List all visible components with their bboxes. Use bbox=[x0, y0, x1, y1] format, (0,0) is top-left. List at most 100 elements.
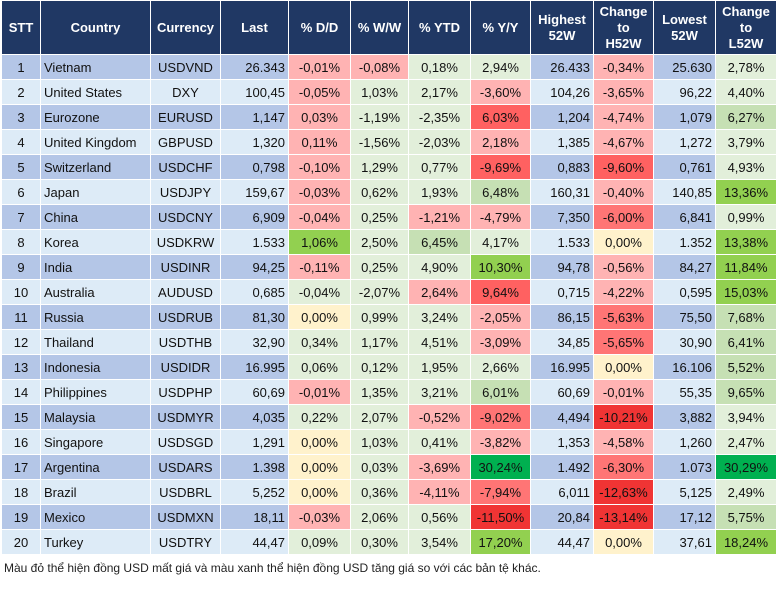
dd-cell: -0,03% bbox=[288, 179, 351, 205]
ytd-cell: 6,45% bbox=[408, 229, 471, 255]
last-cell: 1.398 bbox=[220, 454, 289, 480]
change-h52w-cell: -4,67% bbox=[593, 129, 654, 155]
change-h52w-cell: -0,40% bbox=[593, 179, 654, 205]
highest-52w-cell: 1,353 bbox=[530, 429, 594, 455]
highest-52w-cell: 60,69 bbox=[530, 379, 594, 405]
yy-cell: 6,48% bbox=[470, 179, 531, 205]
last-cell: 159,67 bbox=[220, 179, 289, 205]
stt-cell: 11 bbox=[1, 304, 41, 330]
change-h52w-cell: -4,74% bbox=[593, 104, 654, 130]
highest-52w-cell: 20,84 bbox=[530, 504, 594, 530]
lowest-52w-cell: 1,260 bbox=[653, 429, 716, 455]
highest-52w-cell: 16.995 bbox=[530, 354, 594, 380]
change-h52w-cell: -5,65% bbox=[593, 329, 654, 355]
country-cell: Korea bbox=[40, 229, 151, 255]
country-cell: India bbox=[40, 254, 151, 280]
ww-cell: -0,08% bbox=[350, 54, 409, 80]
ytd-cell: 4,90% bbox=[408, 254, 471, 280]
yy-cell: 30,24% bbox=[470, 454, 531, 480]
table-row: 10 Australia AUDUSD 0,685 -0,04% -2,07% 2,64% 9… bbox=[1, 279, 777, 305]
ytd-cell: -0,52% bbox=[408, 404, 471, 430]
table-row: 13 Indonesia USDIDR 16.995 0,06% 0,12% 1,95% 2,… bbox=[1, 354, 777, 380]
yy-cell: -3,09% bbox=[470, 329, 531, 355]
last-cell: 4,035 bbox=[220, 404, 289, 430]
lowest-52w-cell: 30,90 bbox=[653, 329, 716, 355]
currency-cell: EURUSD bbox=[150, 104, 221, 130]
currency-table: STT Country Currency Last % D/D % W/W % … bbox=[1, 0, 777, 555]
stt-cell: 6 bbox=[1, 179, 41, 205]
last-cell: 1,147 bbox=[220, 104, 289, 130]
last-cell: 16.995 bbox=[220, 354, 289, 380]
stt-cell: 19 bbox=[1, 504, 41, 530]
dd-cell: 0,22% bbox=[288, 404, 351, 430]
stt-cell: 20 bbox=[1, 529, 41, 555]
yy-cell: -3,60% bbox=[470, 79, 531, 105]
header-currency: Currency bbox=[150, 0, 221, 55]
ww-cell: 0,62% bbox=[350, 179, 409, 205]
stt-cell: 12 bbox=[1, 329, 41, 355]
table-row: 8 Korea USDKRW 1.533 1,06% 2,50% 6,45% 4,17% 1.5… bbox=[1, 229, 777, 255]
yy-cell: -3,82% bbox=[470, 429, 531, 455]
header-last: Last bbox=[220, 0, 289, 55]
change-h52w-cell: -10,21% bbox=[593, 404, 654, 430]
change-h52w-cell: -4,58% bbox=[593, 429, 654, 455]
highest-52w-cell: 7,350 bbox=[530, 204, 594, 230]
ytd-cell: -2,35% bbox=[408, 104, 471, 130]
change-l52w-cell: 13,38% bbox=[715, 229, 777, 255]
change-l52w-cell: 18,24% bbox=[715, 529, 777, 555]
ytd-cell: -1,21% bbox=[408, 204, 471, 230]
last-cell: 26.343 bbox=[220, 54, 289, 80]
stt-cell: 7 bbox=[1, 204, 41, 230]
header-change-h52w: Change to H52W bbox=[593, 0, 654, 55]
ww-cell: -2,07% bbox=[350, 279, 409, 305]
ytd-cell: -4,11% bbox=[408, 479, 471, 505]
country-cell: Russia bbox=[40, 304, 151, 330]
stt-cell: 2 bbox=[1, 79, 41, 105]
change-h52w-cell: -4,22% bbox=[593, 279, 654, 305]
country-cell: Australia bbox=[40, 279, 151, 305]
country-cell: Brazil bbox=[40, 479, 151, 505]
stt-cell: 9 bbox=[1, 254, 41, 280]
table-row: 4 United Kingdom GBPUSD 1,320 0,11% -1,56% -2,… bbox=[1, 129, 777, 155]
stt-cell: 4 bbox=[1, 129, 41, 155]
yy-cell: -2,05% bbox=[470, 304, 531, 330]
dd-cell: -0,04% bbox=[288, 279, 351, 305]
table-row: 18 Brazil USDBRL 5,252 0,00% 0,36% -4,11% -7,94… bbox=[1, 479, 777, 505]
currency-cell: USDARS bbox=[150, 454, 221, 480]
currency-cell: USDMYR bbox=[150, 404, 221, 430]
dd-cell: -0,11% bbox=[288, 254, 351, 280]
yy-cell: 6,03% bbox=[470, 104, 531, 130]
change-l52w-cell: 2,47% bbox=[715, 429, 777, 455]
dd-cell: 0,34% bbox=[288, 329, 351, 355]
table-row: 16 Singapore USDSGD 1,291 0,00% 1,03% 0,41% -3,… bbox=[1, 429, 777, 455]
change-h52w-cell: 0,00% bbox=[593, 229, 654, 255]
highest-52w-cell: 1,204 bbox=[530, 104, 594, 130]
table-row: 17 Argentina USDARS 1.398 0,00% 0,03% -3,69% 30… bbox=[1, 454, 777, 480]
header-dd: % D/D bbox=[288, 0, 351, 55]
table-row: 9 India USDINR 94,25 -0,11% 0,25% 4,90% 10,30% 9… bbox=[1, 254, 777, 280]
change-l52w-cell: 5,52% bbox=[715, 354, 777, 380]
change-l52w-cell: 3,79% bbox=[715, 129, 777, 155]
change-h52w-cell: -6,30% bbox=[593, 454, 654, 480]
change-h52w-cell: -5,63% bbox=[593, 304, 654, 330]
last-cell: 1,320 bbox=[220, 129, 289, 155]
change-l52w-cell: 4,40% bbox=[715, 79, 777, 105]
ww-cell: 1,03% bbox=[350, 79, 409, 105]
ww-cell: 0,03% bbox=[350, 454, 409, 480]
dd-cell: -0,03% bbox=[288, 504, 351, 530]
change-h52w-cell: -13,14% bbox=[593, 504, 654, 530]
country-cell: Japan bbox=[40, 179, 151, 205]
last-cell: 44,47 bbox=[220, 529, 289, 555]
ytd-cell: 1,93% bbox=[408, 179, 471, 205]
table-row: 7 China USDCNY 6,909 -0,04% 0,25% -1,21% -4,79%… bbox=[1, 204, 777, 230]
change-h52w-cell: -0,56% bbox=[593, 254, 654, 280]
table-row: 12 Thailand USDTHB 32,90 0,34% 1,17% 4,51% -3,0… bbox=[1, 329, 777, 355]
change-h52w-cell: -6,00% bbox=[593, 204, 654, 230]
ww-cell: 0,12% bbox=[350, 354, 409, 380]
country-cell: Philippines bbox=[40, 379, 151, 405]
highest-52w-cell: 1,385 bbox=[530, 129, 594, 155]
currency-cell: USDCNY bbox=[150, 204, 221, 230]
ytd-cell: 3,21% bbox=[408, 379, 471, 405]
currency-cell: USDBRL bbox=[150, 479, 221, 505]
dd-cell: 0,06% bbox=[288, 354, 351, 380]
